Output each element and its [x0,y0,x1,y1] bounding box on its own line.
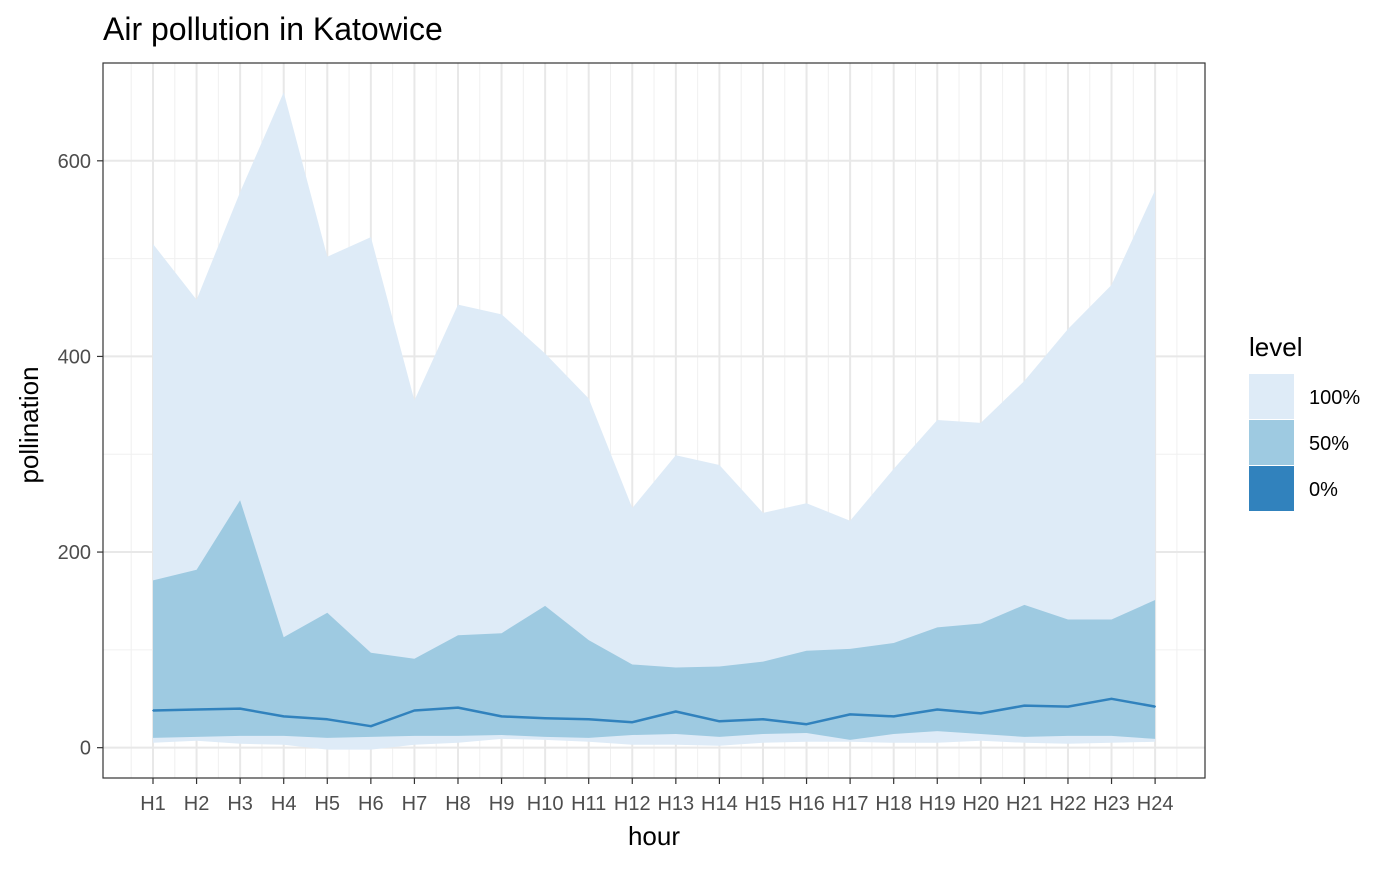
series-point [849,713,851,716]
x-tick-label: H10 [527,793,564,815]
x-tick-label: H17 [832,793,869,815]
x-tick-label: H21 [1006,793,1043,815]
x-tick-label: H7 [402,793,428,815]
series-point [457,706,459,709]
chart-title: Air pollution in Katowice [103,11,443,47]
x-tick-label: H5 [314,793,340,815]
series-point [1154,705,1156,708]
x-tick-label: H12 [614,793,651,815]
series-point [718,720,721,723]
x-tick-label: H15 [745,793,782,815]
series-point [892,715,895,718]
x-tick-label: H2 [184,793,210,815]
series-point [500,715,503,718]
legend: level 100% 50% 0% [1249,332,1360,511]
series-line-0-pct [152,697,1156,728]
legend-title: level [1249,332,1302,362]
y-axis-title: pollination [14,366,44,483]
area-bands [153,92,1156,750]
series-point [1110,697,1113,700]
x-tick-label: H14 [701,793,738,815]
series-point [805,723,808,726]
panel-border [102,62,1206,779]
legend-label: 50% [1309,433,1349,455]
series-point [282,715,285,718]
band-100-pct [153,92,1156,750]
series-point [370,725,372,727]
x-tick-label: H22 [1050,793,1087,815]
x-tick-label: H8 [445,793,471,815]
x-tick-label: H19 [919,793,956,815]
series-point [762,718,764,721]
series-point [587,718,590,721]
series-point [239,707,241,710]
y-tick-label: 600 [58,151,91,173]
y-axis: 0 200 400 600 [58,151,103,760]
legend-label: 0% [1309,479,1338,501]
x-tick-label: H9 [489,793,515,815]
series-point [936,708,939,711]
x-tick-label: H6 [358,793,384,815]
x-tick-label: H24 [1137,793,1174,815]
x-tick-label: H13 [657,793,694,815]
x-tick-label: H11 [571,793,606,815]
series-point [1023,704,1026,707]
x-tick-label: H18 [875,793,912,815]
series-point [152,709,154,712]
series-point [413,709,416,712]
x-tick-label: H3 [227,793,253,815]
x-tick-label: H1 [140,793,166,815]
legend-key [1249,374,1294,419]
y-tick-label: 0 [80,738,91,760]
x-tick-label: H20 [962,793,999,815]
legend-label: 100% [1309,387,1360,409]
series-point [675,710,677,713]
y-tick-label: 400 [58,346,91,368]
x-tick-label: H16 [788,793,825,815]
band-50-pct [153,500,1156,740]
x-tick-label: H23 [1093,793,1130,815]
x-tick-label: H4 [271,793,297,815]
series-point [1067,705,1069,708]
legend-key [1249,420,1294,465]
x-axis: H1 H2 H3 H4 H5 H6 H7 H8 H9 H10 H11 H12 H13 H14 H15 H16 H… [140,778,1173,815]
y-tick-label: 200 [58,542,91,564]
series-point [544,717,546,720]
legend-key [1249,466,1294,511]
series-point [631,721,634,724]
series-lines [152,697,1156,728]
series-point [326,718,329,721]
series-point [980,712,982,715]
series-point [195,708,198,711]
x-axis-title: hour [628,821,680,851]
